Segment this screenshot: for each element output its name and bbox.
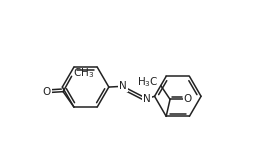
Text: N: N <box>119 81 127 91</box>
Text: CH$_3$: CH$_3$ <box>73 66 94 80</box>
Text: N: N <box>143 94 151 104</box>
Text: O: O <box>184 94 192 104</box>
Text: O: O <box>43 87 51 97</box>
Text: H$_3$C: H$_3$C <box>137 75 158 89</box>
